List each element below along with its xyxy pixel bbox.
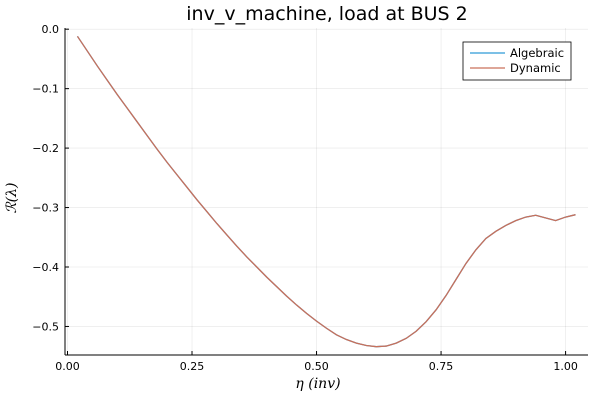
legend-box: [462, 41, 572, 81]
y-ticks: 0.0 −0.1 −0.2 −0.3 −0.4 −0.5: [32, 23, 69, 333]
series-lines: [76, 35, 576, 348]
x-axis-label: η (inv): [295, 376, 340, 392]
y-tick-label: −0.5: [32, 320, 59, 333]
legend-label-dynamic: Dynamic: [510, 61, 561, 75]
y-tick-label: −0.2: [32, 142, 59, 155]
y-tick-label: −0.3: [32, 202, 59, 215]
axes: [64, 28, 588, 356]
x-tick-label: 0.00: [55, 360, 80, 373]
x-ticks: 0.00 0.25 0.50 0.75 1.00: [55, 351, 578, 373]
y-axis-label: ℛ(λ): [4, 183, 20, 214]
chart-title: inv_v_machine, load at BUS 2: [186, 3, 467, 25]
x-tick-label: 0.75: [429, 360, 454, 373]
y-tick-label: 0.0: [42, 23, 60, 36]
series-line-algebraic: [76, 35, 576, 348]
x-tick-label: 0.25: [180, 360, 205, 373]
x-tick-label: 1.00: [553, 360, 578, 373]
y-tick-label: −0.4: [32, 261, 59, 274]
series-line-dynamic: [76, 35, 576, 348]
x-tick-label: 0.50: [304, 360, 329, 373]
grid-lines: [65, 28, 588, 355]
y-tick-label: −0.1: [32, 83, 59, 96]
legend-label-algebraic: Algebraic: [510, 46, 564, 60]
